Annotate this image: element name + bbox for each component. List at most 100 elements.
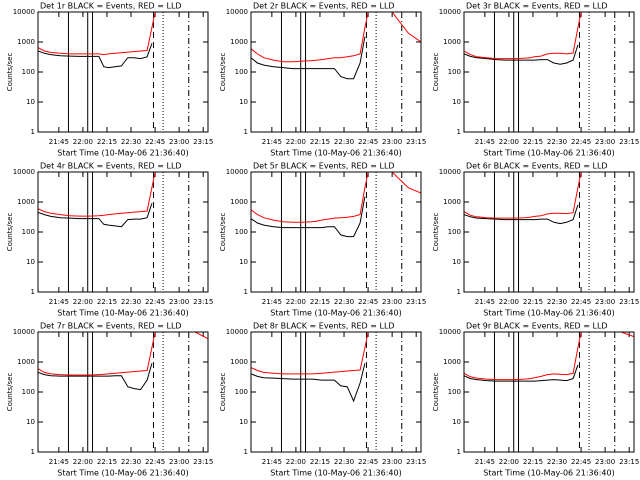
x-tick-label: 22:00 xyxy=(73,298,93,306)
y-axis-label: Counts/sec xyxy=(219,213,227,252)
y-tick-label: 100 xyxy=(22,228,35,236)
x-tick-label: 23:15 xyxy=(619,138,639,146)
y-tick-label: 1 xyxy=(457,288,461,296)
x-tick-label: 21:45 xyxy=(262,298,282,306)
x-tick-label: 22:45 xyxy=(145,298,165,306)
x-tick-label: 23:00 xyxy=(382,138,402,146)
y-tick-label: 1 xyxy=(457,128,461,136)
series-line xyxy=(464,12,582,60)
x-axis-label: Start Time (10-May-06 21:36:40) xyxy=(483,149,614,158)
y-tick-label: 10000 xyxy=(226,8,248,16)
x-tick-label: 23:15 xyxy=(619,458,639,466)
chart-title: Det 4r BLACK = Events, RED = LLD xyxy=(40,162,182,171)
x-tick-label: 22:30 xyxy=(121,458,141,466)
y-tick-label: 1000 xyxy=(17,198,35,206)
series-line xyxy=(464,364,579,382)
y-tick-label: 10 xyxy=(239,418,248,426)
y-tick-label: 1000 xyxy=(443,38,461,46)
series-line xyxy=(251,332,369,375)
x-tick-label: 22:45 xyxy=(358,458,378,466)
plot-frame xyxy=(463,331,635,453)
y-tick-label: 100 xyxy=(448,228,461,236)
y-tick-label: 1000 xyxy=(230,198,248,206)
y-tick-label: 10 xyxy=(26,98,35,106)
y-tick-label: 10 xyxy=(239,258,248,266)
y-axis-label: Counts/sec xyxy=(219,53,227,92)
x-tick-label: 21:45 xyxy=(262,458,282,466)
x-tick-label: 23:00 xyxy=(169,458,189,466)
y-tick-label: 10000 xyxy=(439,328,461,336)
x-tick-label: 22:30 xyxy=(547,458,567,466)
y-tick-label: 100 xyxy=(235,68,248,76)
y-tick-label: 1 xyxy=(244,448,248,456)
x-tick-label: 21:45 xyxy=(475,138,495,146)
x-tick-label: 23:15 xyxy=(193,298,213,306)
x-tick-label: 23:15 xyxy=(619,298,639,306)
x-tick-label: 23:00 xyxy=(382,458,402,466)
x-tick-label: 22:30 xyxy=(547,298,567,306)
plot-frame xyxy=(250,171,422,293)
chart-title: Det 6r BLACK = Events, RED = LLD xyxy=(466,162,608,171)
x-axis-label: Start Time (10-May-06 21:36:40) xyxy=(270,309,401,318)
panel: Det 1r BLACK = Events, RED = LLD Start Ti… xyxy=(6,2,213,158)
x-tick-label: 22:00 xyxy=(73,458,93,466)
x-tick-label: 21:45 xyxy=(475,298,495,306)
x-tick-label: 21:45 xyxy=(475,458,495,466)
y-axis-label: Counts/sec xyxy=(6,53,14,92)
x-tick-label: 22:45 xyxy=(145,458,165,466)
y-tick-label: 1 xyxy=(457,448,461,456)
y-tick-label: 100 xyxy=(448,68,461,76)
y-tick-label: 10000 xyxy=(13,328,35,336)
x-tick-label: 22:45 xyxy=(145,138,165,146)
panel: Det 2r BLACK = Events, RED = LLD Start Ti… xyxy=(219,2,426,158)
y-tick-label: 100 xyxy=(235,228,248,236)
x-tick-label: 21:45 xyxy=(49,138,69,146)
x-tick-label: 23:00 xyxy=(169,298,189,306)
plot-frame xyxy=(250,11,422,133)
x-tick-label: 23:00 xyxy=(169,138,189,146)
panel: Det 6r BLACK = Events, RED = LLD Start Ti… xyxy=(432,162,639,318)
x-tick-label: 22:15 xyxy=(523,458,543,466)
x-tick-label: 22:15 xyxy=(523,138,543,146)
x-tick-label: 22:15 xyxy=(523,298,543,306)
x-tick-label: 22:30 xyxy=(334,138,354,146)
x-tick-label: 23:15 xyxy=(406,138,426,146)
panel: Det 7r BLACK = Events, RED = LLD Start Ti… xyxy=(6,322,213,478)
x-axis-label: Start Time (10-May-06 21:36:40) xyxy=(270,469,401,478)
y-tick-label: 1000 xyxy=(443,358,461,366)
y-axis-label: Counts/sec xyxy=(6,373,14,412)
panel: Det 3r BLACK = Events, RED = LLD Start Ti… xyxy=(432,2,639,158)
x-tick-label: 22:15 xyxy=(97,298,117,306)
y-tick-label: 100 xyxy=(235,388,248,396)
x-tick-label: 22:00 xyxy=(499,298,519,306)
series-line xyxy=(464,332,634,381)
series-line xyxy=(464,44,579,65)
x-tick-label: 23:15 xyxy=(406,298,426,306)
series-line xyxy=(251,196,366,238)
x-tick-label: 22:15 xyxy=(97,138,117,146)
x-tick-label: 22:45 xyxy=(358,298,378,306)
series-line xyxy=(464,204,579,225)
y-tick-label: 1000 xyxy=(17,358,35,366)
series-line xyxy=(38,332,208,376)
x-tick-label: 22:15 xyxy=(310,138,330,146)
y-tick-label: 10 xyxy=(452,418,461,426)
plot-frame xyxy=(463,171,635,293)
y-tick-label: 10000 xyxy=(226,328,248,336)
y-tick-label: 10000 xyxy=(226,168,248,176)
x-axis-label: Start Time (10-May-06 21:36:40) xyxy=(57,309,188,318)
panel: Det 4r BLACK = Events, RED = LLD Start Ti… xyxy=(6,162,213,318)
series-line xyxy=(38,363,153,391)
x-axis-label: Start Time (10-May-06 21:36:40) xyxy=(57,149,188,158)
x-tick-label: 23:00 xyxy=(595,298,615,306)
chart-title: Det 2r BLACK = Events, RED = LLD xyxy=(253,2,395,11)
x-tick-label: 22:30 xyxy=(121,138,141,146)
x-axis-label: Start Time (10-May-06 21:36:40) xyxy=(483,469,614,478)
x-tick-label: 22:30 xyxy=(121,298,141,306)
x-tick-label: 22:45 xyxy=(571,138,591,146)
x-tick-label: 23:15 xyxy=(406,458,426,466)
series-line xyxy=(251,12,421,63)
x-tick-label: 22:00 xyxy=(286,298,306,306)
y-tick-label: 100 xyxy=(448,388,461,396)
